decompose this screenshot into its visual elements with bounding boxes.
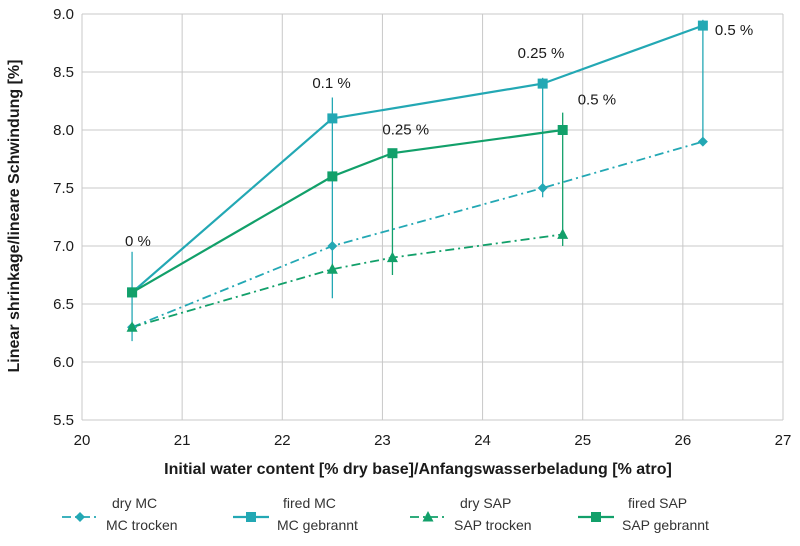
y-tick-label: 9.0 [53,6,74,23]
annotation-label: 0.5 % [715,22,753,39]
y-tick-label: 6.0 [53,354,74,371]
gridlines [81,13,784,421]
data-point [326,263,338,274]
data-point [386,251,398,263]
y-tick-label: 8.5 [53,64,74,81]
series-line [131,140,704,329]
data-point [127,287,138,298]
y-tick-label: 7.5 [53,180,74,197]
tick-labels: 20 21 22 23 24 25 26 27 5.5 6.0 6.5 7.0 7.5 8.0 8.5 9.0 [53,6,791,449]
data-point [697,136,708,147]
data-point [387,148,398,159]
legend-marker [591,512,601,522]
legend-label: fired MC [283,495,336,511]
series-line [131,24,704,294]
annotations: 0 % 0.1 % 0.25 % 0.25 % 0.5 % 0.5 % [125,22,753,250]
legend-sublabel: SAP trocken [454,517,532,533]
legend-sublabel: SAP gebrannt [622,517,709,533]
y-tick-label: 7.0 [53,238,74,255]
y-axis-title: Linear shrinkage/lineare Schwindung [%] [6,60,23,373]
annotation-label: 0.25 % [382,122,429,139]
x-tick-label: 22 [274,432,291,449]
data-point [557,228,569,239]
legend-label: fired SAP [628,495,687,511]
legend-label: dry SAP [460,495,511,511]
series-line [131,128,563,294]
data-point [327,113,338,124]
legend-marker [422,511,434,522]
legend-sublabel: MC gebrannt [277,517,358,533]
x-tick-label: 23 [374,432,391,449]
series-line [131,233,563,329]
legend-marker [246,512,256,522]
y-tick-label: 8.0 [53,122,74,139]
data-point [327,241,338,251]
x-tick-label: 26 [675,432,692,449]
legend: dry MC MC trocken fired MC MC gebrannt dry S… [62,495,709,533]
series-markers [126,20,708,333]
data-point [557,125,568,135]
annotation-label: 0.25 % [518,45,565,62]
x-tick-label: 24 [474,432,491,449]
x-tick-label: 20 [74,432,91,449]
data-point [126,321,138,332]
annotation-label: 0.1 % [312,75,350,92]
legend-sublabel: MC trocken [106,517,178,533]
y-tick-label: 5.5 [53,412,74,429]
data-point [537,183,548,193]
x-tick-label: 21 [174,432,191,449]
x-tick-label: 25 [574,432,591,449]
annotation-label: 0.5 % [578,91,616,108]
y-tick-label: 6.5 [53,296,74,313]
x-tick-label: 27 [775,432,792,449]
legend-label: dry MC [112,495,157,511]
data-point [327,171,338,182]
data-point [537,78,548,89]
x-axis-title: Initial water content [% dry base]/Anfan… [164,461,672,478]
data-point [697,20,708,31]
error-bars [131,19,704,342]
annotation-label: 0 % [125,233,151,250]
legend-marker [75,512,85,522]
series-lines [131,24,704,329]
